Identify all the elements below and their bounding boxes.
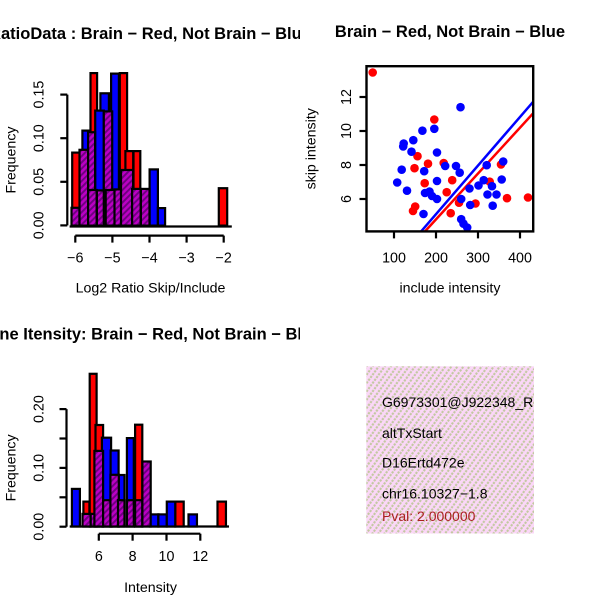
svg-text:G6973301@J922348_RC1: G6973301@J922348_RC1 — [382, 394, 551, 410]
svg-text:Frequency: Frequency — [4, 433, 20, 501]
svg-text:100: 100 — [382, 251, 406, 267]
svg-text:include intensity: include intensity — [400, 281, 502, 297]
svg-text:200: 200 — [424, 251, 448, 267]
svg-text:chr16.10327−1.8: chr16.10327−1.8 — [382, 486, 488, 502]
svg-text:0.00: 0.00 — [32, 211, 48, 239]
svg-text:−5: −5 — [104, 251, 120, 267]
svg-text:D16Ertd472e: D16Ertd472e — [382, 455, 465, 471]
svg-text:400: 400 — [508, 251, 532, 267]
svg-text:Frequency: Frequency — [4, 126, 20, 194]
svg-text:skip intensity: skip intensity — [304, 107, 320, 189]
svg-text:altTxStart: altTxStart — [382, 425, 442, 441]
svg-text:0.05: 0.05 — [32, 168, 48, 196]
svg-text:−3: −3 — [178, 251, 194, 267]
svg-text:Log2 Ratio Skip/Include: Log2 Ratio Skip/Include — [76, 281, 226, 297]
svg-text:−4: −4 — [141, 251, 157, 267]
svg-text:0.10: 0.10 — [32, 454, 48, 482]
svg-text:−6: −6 — [67, 251, 83, 267]
svg-text:12: 12 — [192, 549, 208, 565]
svg-text:8: 8 — [129, 549, 137, 565]
svg-text:6: 6 — [95, 549, 103, 565]
svg-text:8: 8 — [339, 161, 355, 169]
svg-text:300: 300 — [466, 251, 490, 267]
svg-text:0.15: 0.15 — [32, 81, 48, 109]
svg-text:10: 10 — [339, 123, 355, 139]
svg-text:0.10: 0.10 — [32, 124, 48, 152]
svg-text:RatioData : Brain − Red, Not B: RatioData : Brain − Red, Not Brain − Blu… — [0, 25, 311, 43]
svg-text:6: 6 — [339, 195, 355, 203]
svg-text:0.00: 0.00 — [32, 513, 48, 541]
svg-text:10: 10 — [159, 549, 175, 565]
svg-text:Brain − Red, Not Brain − Blue: Brain − Red, Not Brain − Blue — [335, 23, 565, 41]
svg-text:−2: −2 — [216, 251, 232, 267]
svg-text:Gene Itensity: Brain − Red, No: Gene Itensity: Brain − Red, Not Brain − … — [0, 326, 321, 344]
svg-text:Pval: 2.000000: Pval: 2.000000 — [382, 508, 476, 524]
svg-text:0.20: 0.20 — [32, 395, 48, 423]
svg-text:Intensity: Intensity — [124, 580, 178, 596]
svg-text:12: 12 — [339, 89, 355, 105]
